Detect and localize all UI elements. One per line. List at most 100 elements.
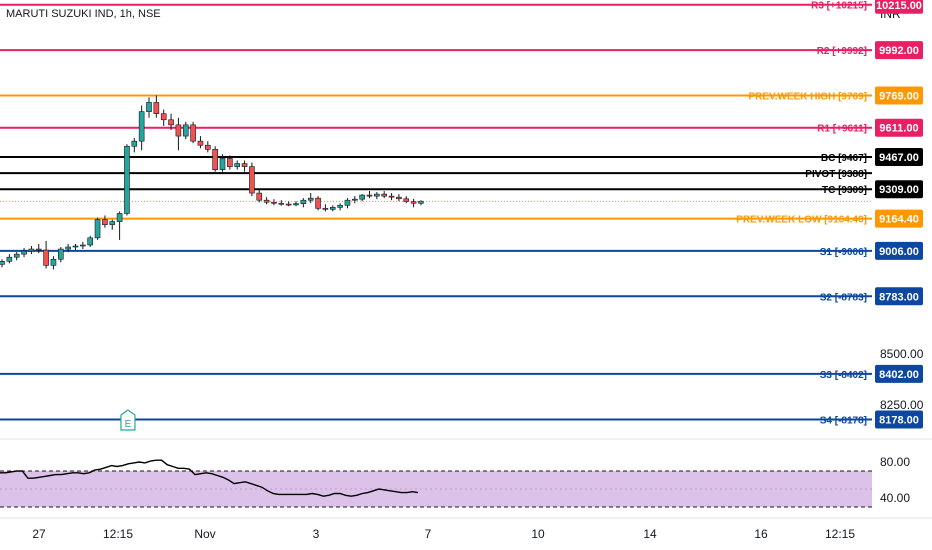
candle — [35, 243, 42, 254]
candle-body — [410, 201, 417, 204]
level-label: BC [9467] — [821, 153, 867, 164]
rsi-tick-label: 80.00 — [880, 455, 910, 469]
chart-title: MARUTI SUZUKI IND, 1h, NSE — [6, 8, 161, 20]
level-label: S4 [-8178] — [820, 415, 867, 426]
candle — [219, 154, 226, 172]
candle-body — [190, 124, 196, 142]
candle — [256, 190, 263, 203]
candle — [0, 259, 5, 268]
candle-body — [160, 113, 167, 121]
candle-body — [28, 248, 35, 252]
candle — [396, 194, 402, 202]
candle-body — [102, 219, 108, 225]
candle-body — [153, 102, 160, 114]
candle — [197, 136, 204, 149]
candle-body — [182, 124, 189, 137]
candle-body — [388, 195, 395, 198]
candle — [160, 109, 167, 126]
level-badge — [875, 118, 923, 137]
event-marker[interactable]: E — [120, 409, 136, 431]
candle-body — [219, 158, 226, 170]
candle — [72, 243, 79, 251]
candle — [329, 205, 336, 212]
level-badge — [875, 86, 923, 105]
candle — [175, 117, 182, 151]
candle-body — [381, 193, 388, 197]
candle-body — [138, 111, 145, 142]
candle — [109, 219, 116, 230]
level-label: S3 [-8402] — [820, 370, 867, 381]
candle-body — [256, 192, 263, 201]
level-label: TC [9309] — [822, 185, 867, 196]
time-tick-label: 12:15 — [103, 527, 133, 541]
level-badge — [875, 180, 923, 199]
level-badge — [875, 287, 923, 306]
candle-body — [35, 248, 42, 251]
candle-body — [0, 260, 5, 265]
level-badge-value: 9006.00 — [879, 246, 919, 258]
candle — [6, 254, 13, 264]
candle-body — [124, 145, 130, 214]
price-tick-label: 8250.00 — [880, 398, 924, 412]
candle-body — [21, 250, 27, 255]
candle — [234, 160, 240, 170]
candle — [307, 193, 314, 204]
candle — [43, 240, 49, 269]
candle — [57, 247, 64, 263]
candle — [21, 248, 27, 258]
level-badge — [875, 0, 923, 14]
rsi-tick-label: 40.00 — [880, 491, 910, 505]
level-badge-value: 9164.40 — [879, 214, 919, 226]
candle-body — [80, 244, 86, 247]
candle — [271, 199, 277, 206]
candle-body — [146, 102, 152, 112]
candle-body — [43, 249, 49, 266]
candle — [322, 204, 329, 212]
candle-body — [6, 256, 13, 262]
candle-body — [50, 258, 57, 266]
candle — [212, 146, 218, 172]
candle-body — [131, 140, 138, 147]
level-label: PIVOT [9388] — [805, 169, 867, 180]
candle-body — [366, 194, 373, 197]
level-badge-value: 8178.00 — [879, 414, 919, 426]
candle-body — [116, 213, 123, 222]
candle-body — [278, 202, 285, 205]
candle — [403, 196, 410, 204]
event-marker-shape — [120, 409, 136, 431]
price-tick-label: 8500.00 — [880, 347, 924, 361]
level-label: R3 [+10215] — [811, 1, 867, 12]
candle — [87, 235, 93, 248]
candle-body — [212, 149, 218, 170]
candle — [205, 141, 211, 153]
candle-body — [94, 219, 101, 239]
candle — [388, 193, 395, 201]
candle — [300, 198, 307, 208]
time-tick-label: Nov — [194, 527, 215, 541]
candle-body — [87, 237, 93, 246]
candle — [344, 198, 351, 209]
level-label: S2 [-8783] — [820, 292, 867, 303]
level-label: R1 [+9611] — [817, 124, 867, 135]
candle-body — [249, 166, 255, 194]
level-label: S1 [-9006] — [820, 247, 867, 258]
candle-body — [57, 248, 64, 260]
time-tick-label: 7 — [425, 527, 432, 541]
candle-body — [227, 158, 233, 167]
candle — [153, 95, 160, 118]
candle — [168, 113, 174, 130]
candle — [410, 198, 417, 208]
level-label: R2 [+9992] — [817, 46, 867, 57]
time-tick-label: 16 — [754, 527, 768, 541]
candle-body — [396, 196, 402, 200]
candle-body — [168, 119, 174, 126]
candle-body — [285, 203, 292, 206]
level-badge-value: 9611.00 — [879, 123, 918, 135]
candle-body — [241, 163, 248, 167]
candle — [50, 256, 57, 270]
time-tick-label: 3 — [313, 527, 320, 541]
candle-body — [234, 163, 240, 167]
candle — [249, 162, 255, 197]
candle — [13, 252, 20, 261]
